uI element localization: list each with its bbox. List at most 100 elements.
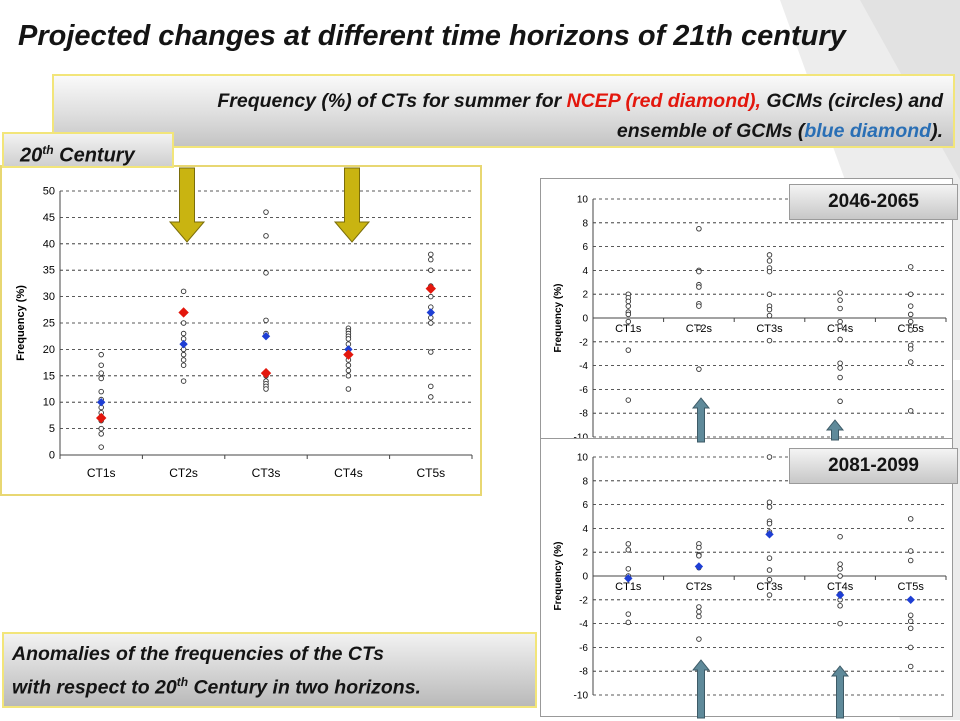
banner-text-part1: Frequency (%) of CTs for summer for (217, 90, 567, 112)
y-tick-label: 20 (43, 344, 55, 356)
x-tick-label: CT4s (827, 581, 854, 593)
x-tick-label: CT4s (334, 466, 363, 480)
chart-2046-2065: -10-8-6-4-20246810CT1sCT2sCT3sCT4sCT5sFr… (553, 195, 947, 444)
y-tick-label: 0 (582, 314, 588, 325)
gcm-point (625, 397, 632, 403)
gcm-point (907, 548, 914, 554)
page-title: Projected changes at different time hori… (18, 20, 846, 52)
century-tab: 20th Century (2, 132, 174, 168)
y-tick-label: -4 (579, 361, 588, 372)
gcm-point (766, 337, 773, 344)
gcm-point (907, 625, 914, 632)
y-tick-label: 35 (43, 265, 55, 277)
gcm-point (907, 359, 914, 365)
gcm-point (766, 555, 773, 561)
ensemble-point (426, 308, 436, 317)
gcm-point (696, 613, 702, 620)
ensemble-point (694, 562, 704, 571)
x-tick-label: CT5s (898, 581, 925, 593)
gcm-point (625, 566, 632, 572)
gcm-point (345, 336, 352, 342)
y-tick-label: -4 (579, 619, 588, 630)
gcm-point (837, 336, 843, 343)
gcm-point (428, 320, 434, 326)
y-tick-label: 15 (43, 370, 55, 382)
ensemble-point (624, 574, 633, 583)
gcm-point (907, 346, 914, 352)
gcm-point (98, 375, 104, 382)
gcm-point (766, 291, 773, 297)
banner-text: Frequency (%) of CTs for summer for NCEP… (83, 86, 943, 146)
gcm-point (907, 663, 914, 670)
ncep-point (95, 412, 107, 424)
gcm-point (180, 357, 187, 363)
gcm-point (766, 499, 773, 505)
y-tick-label: 45 (43, 212, 55, 224)
anomalies-line2b: Century in two horizons. (188, 676, 421, 699)
y-tick-label: 6 (582, 500, 588, 511)
gcm-point (696, 604, 702, 610)
gcm-point (766, 520, 773, 527)
ensemble-point (179, 339, 188, 349)
y-tick-label: 0 (582, 572, 588, 583)
y-tick-label: -2 (579, 595, 588, 606)
gcm-point (98, 388, 104, 395)
chart-2081-2099-panel: -10 -8 -6 -4 -2 0 2 4 6 8 10 CT1s CT2s CT3s CT4s CT5s Fr… (540, 438, 953, 717)
gcm-point (263, 233, 269, 239)
gcm-point (907, 264, 914, 270)
gcm-point (98, 425, 104, 432)
gcm-point (837, 533, 843, 540)
gcm-point (625, 619, 632, 626)
horizon-label-2046-2065: 2046-2065 (789, 184, 958, 220)
gcm-point (766, 252, 773, 258)
gcm-point (766, 576, 773, 583)
gcm-point (837, 360, 843, 366)
gcm-point (345, 362, 352, 368)
gcm-point (180, 362, 187, 368)
gcm-point (766, 454, 773, 460)
gcm-point (837, 398, 843, 405)
gcm-point (837, 290, 843, 296)
y-axis-label: Frequency (%) (553, 284, 564, 353)
ncep-point (343, 349, 354, 360)
description-banner: Frequency (%) of CTs for summer for NCEP… (52, 74, 955, 148)
gcm-point (428, 349, 434, 355)
gcm-point (625, 611, 632, 617)
x-tick-label: CT2s (686, 581, 713, 593)
gcm-point (98, 444, 104, 450)
gcm-point (907, 303, 914, 309)
y-tick-label: 4 (582, 524, 588, 535)
gcm-point (837, 566, 843, 572)
gcm-point (907, 318, 914, 325)
chart-2081-2099: -10 -8 -6 -4 -2 0 2 4 6 8 10 CT1s CT2s CT3s CT4s CT5s Fr… (553, 453, 947, 702)
banner-text-part2: GCMs (circles) and (760, 90, 943, 112)
gcm-point (428, 383, 434, 390)
gcm-point (98, 351, 104, 358)
ncep-point (425, 283, 437, 294)
banner-text-part4: ). (931, 120, 943, 142)
y-tick-label: 40 (43, 238, 55, 250)
gcm-point (766, 312, 773, 319)
gcm-point (98, 362, 104, 368)
gcm-point (263, 209, 269, 215)
y-tick-label: 25 (43, 318, 55, 330)
chart-2046-2065-panel: -10-8-6-4-20246810CT1sCT2sCT3sCT4sCT5sFr… (540, 178, 953, 444)
gcm-point (345, 386, 352, 392)
gcm-point (428, 293, 434, 300)
gcm-point (837, 374, 843, 381)
anomalies-caption-text: Anomalies of the frequencies of the CTs … (12, 640, 421, 702)
gcm-point (766, 268, 773, 275)
gcm-point (907, 557, 914, 564)
y-tick-label: -6 (579, 385, 588, 396)
anomalies-caption: Anomalies of the frequencies of the CTs … (2, 632, 537, 708)
gcm-point (180, 320, 187, 326)
y-tick-label: 50 (43, 186, 55, 198)
banner-ensemble-label: blue diamond (804, 120, 932, 142)
horizon-label-2081-2099: 2081-2099 (789, 448, 958, 484)
anomalies-line2a: with respect to 20 (12, 676, 177, 699)
gcm-point (428, 267, 434, 273)
y-tick-label: -6 (579, 643, 588, 654)
x-tick-label: CT5s (416, 466, 445, 480)
anomalies-line1: Anomalies of the frequencies of the CTs (12, 643, 385, 665)
ensemble-point (906, 595, 915, 605)
